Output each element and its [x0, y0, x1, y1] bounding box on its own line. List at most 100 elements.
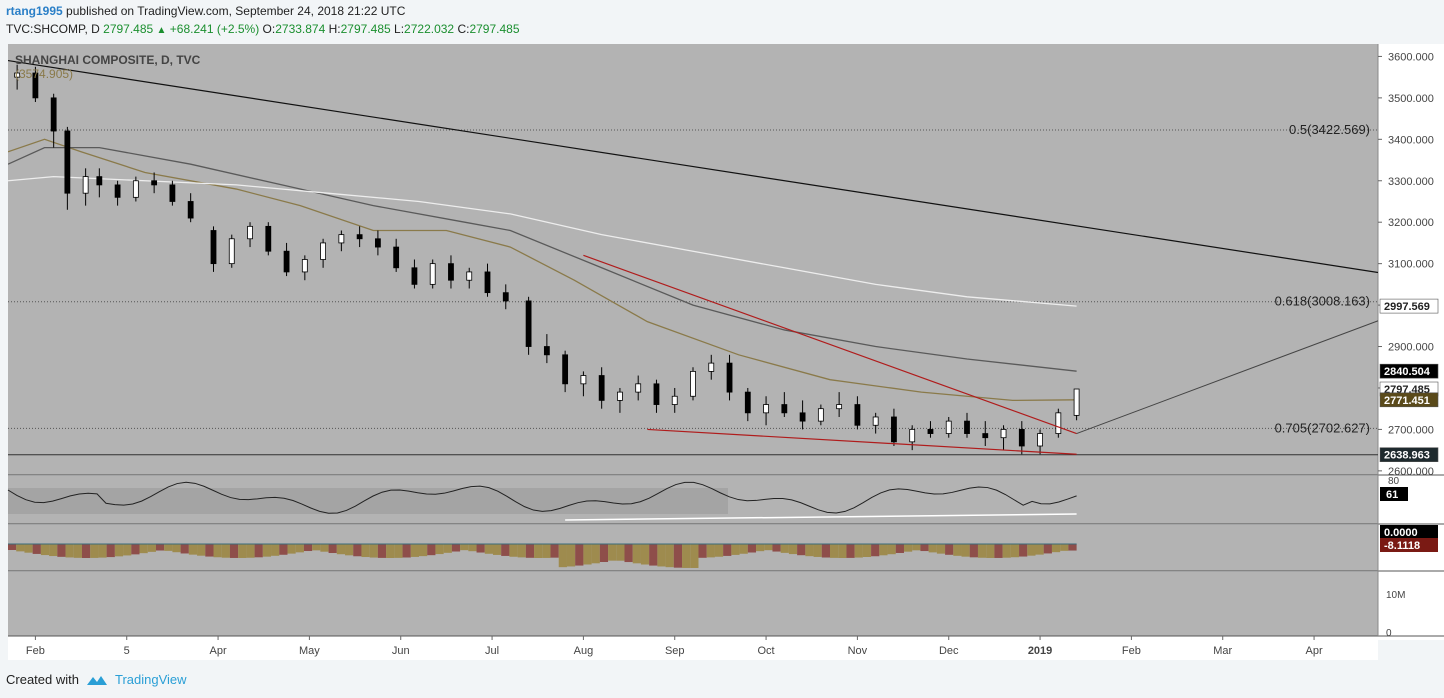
macd-bar	[369, 544, 378, 558]
candle-body	[836, 404, 843, 410]
candle-body	[1073, 388, 1080, 416]
macd-value-tag-label: -8.1118	[1384, 540, 1420, 552]
macd-bar	[172, 544, 181, 553]
low-label: L:	[394, 22, 405, 36]
macd-bar	[797, 544, 806, 556]
macd-bar	[197, 544, 206, 556]
price-projection-path	[1076, 320, 1378, 435]
candle	[338, 230, 345, 252]
macd-bar	[345, 544, 354, 556]
candle	[891, 408, 897, 446]
footer: Created with TradingView	[6, 672, 187, 687]
rsi-line	[7, 481, 1077, 514]
candle-body	[543, 346, 550, 356]
candle-body	[744, 391, 751, 414]
candle-body	[411, 267, 418, 285]
macd-bar	[1027, 544, 1036, 556]
time-tick-label: Oct	[758, 645, 775, 657]
macd-bar	[361, 544, 370, 558]
macd-bar	[229, 544, 239, 558]
candle-body	[448, 263, 454, 281]
time-tick-label: Feb	[26, 645, 45, 657]
chart-canvas[interactable]: 3600.000 3500.000 3400.000 3300.000 3200.000…	[0, 40, 1444, 668]
macd-bar	[238, 544, 247, 558]
rsi-divergence-line	[565, 513, 1077, 521]
macd-bar	[945, 544, 954, 555]
price-tag-box	[1379, 363, 1439, 379]
macd-bar	[476, 544, 485, 553]
macd-bar	[731, 544, 740, 555]
candle-body	[374, 238, 381, 248]
macd-bar	[624, 544, 633, 563]
candle	[708, 354, 715, 380]
candle-body	[96, 176, 103, 186]
low-value: 2722.032	[404, 22, 455, 36]
macd-bar	[723, 544, 732, 556]
macd-bar	[649, 544, 658, 566]
macd-bar	[24, 544, 33, 553]
candle	[32, 66, 39, 103]
macd-bar	[903, 544, 913, 552]
publisher-username[interactable]: rtang1995	[6, 4, 63, 18]
candle	[132, 176, 139, 202]
macd-bar	[953, 544, 962, 556]
candle	[635, 375, 642, 401]
macd-bar	[640, 544, 650, 565]
candle	[817, 404, 824, 426]
fib-level-label: 0.618(3008.163)	[1275, 294, 1370, 309]
macd-bar	[353, 544, 362, 557]
macd-bar	[575, 544, 584, 566]
macd-bar	[747, 544, 757, 553]
moving-average-3	[8, 175, 1077, 307]
open-value: 2733.874	[275, 22, 326, 36]
macd-bar	[221, 544, 230, 558]
candle	[374, 230, 381, 256]
candle-body	[82, 176, 89, 194]
candle	[151, 172, 158, 194]
candle-body	[562, 354, 569, 385]
rsi-band	[8, 488, 728, 514]
price-tick-label: 2900.000	[1388, 342, 1434, 354]
rsi-tag-box	[1380, 487, 1408, 501]
candle	[64, 126, 71, 210]
candle-body	[338, 234, 345, 244]
price-tag-box	[1379, 447, 1439, 463]
macd-bar	[509, 544, 518, 557]
macd-bar	[57, 544, 66, 557]
macd-bar	[772, 544, 781, 552]
macd-bar	[583, 544, 592, 565]
high-value: 2797.485	[340, 22, 391, 36]
candle-body	[484, 271, 491, 294]
time-tick-label: Jun	[392, 645, 410, 657]
macd-bar	[690, 544, 699, 568]
candle-body	[151, 180, 158, 186]
macd-bar	[468, 544, 477, 552]
macd-bar	[90, 544, 99, 558]
macd-bar	[188, 544, 198, 555]
candle	[1055, 408, 1062, 438]
macd-bar	[912, 544, 921, 551]
tradingview-brand-link[interactable]: TradingView	[114, 672, 187, 687]
candle	[580, 371, 587, 397]
volume-axis-label: 0	[1386, 628, 1392, 639]
candle	[982, 421, 989, 446]
candle	[169, 180, 176, 206]
candle-body	[763, 404, 769, 414]
macd-bar	[427, 544, 436, 556]
candle	[356, 226, 363, 248]
symbol-label: TVC:SHCOMP, D	[6, 22, 100, 36]
fib-level-label: 0.705(2702.627)	[1275, 420, 1370, 435]
time-tick-label: Sep	[665, 645, 685, 657]
candle-body	[50, 97, 57, 132]
wedge-lower-line	[647, 428, 1077, 455]
macd-bar	[969, 544, 978, 558]
macd-bar	[164, 544, 173, 551]
candle	[411, 259, 418, 289]
candle-body	[671, 395, 678, 405]
candle-body	[114, 184, 121, 198]
macd-bar	[1035, 544, 1044, 555]
candle	[228, 234, 235, 268]
macd-bar	[32, 544, 41, 554]
macd-bar	[16, 544, 25, 552]
candle	[429, 259, 436, 289]
